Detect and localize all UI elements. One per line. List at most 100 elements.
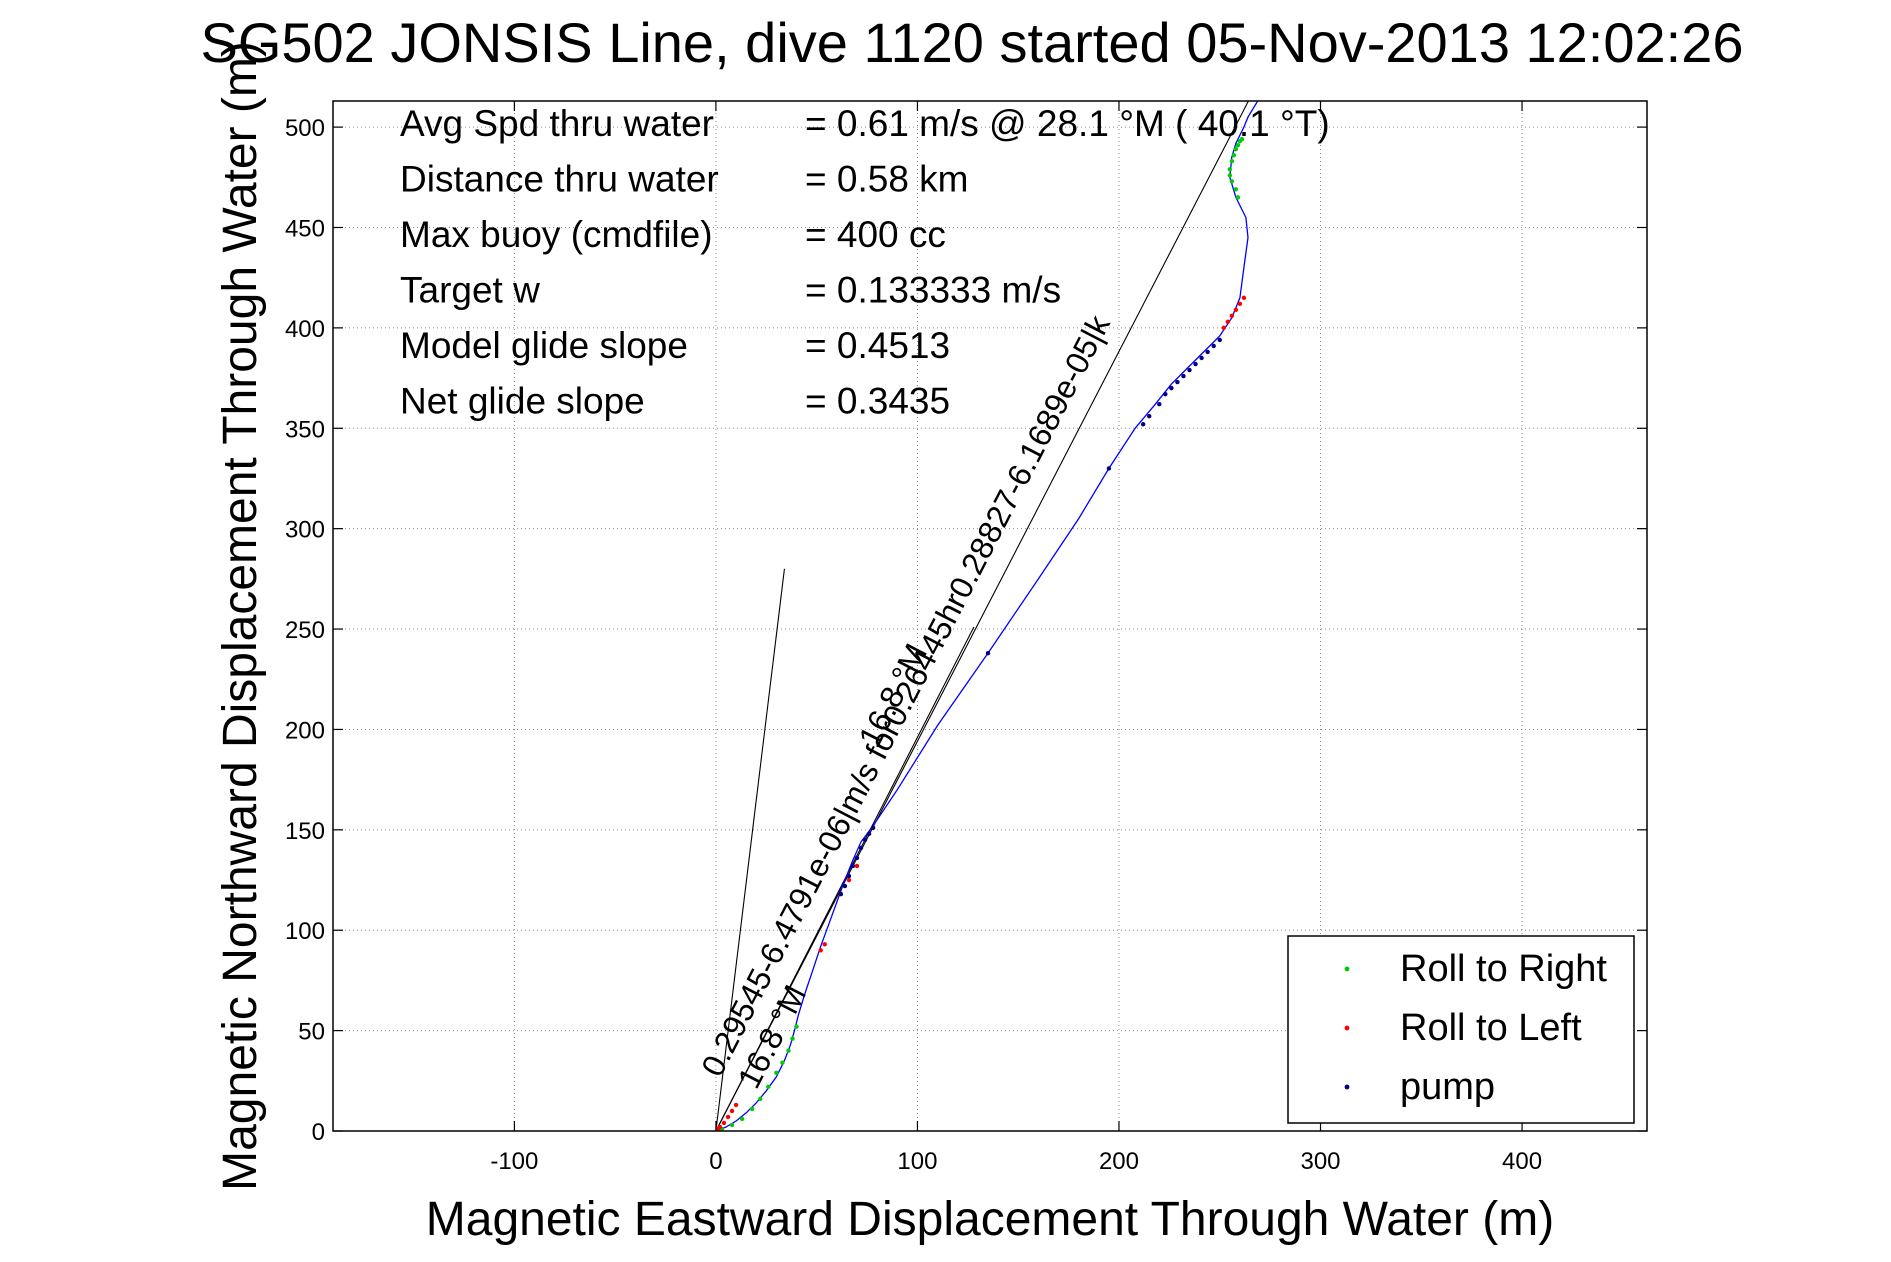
x-tick-label: 300: [1300, 1148, 1340, 1175]
point-roll-to-right: [1229, 179, 1235, 184]
y-tick-label: 50: [298, 1019, 325, 1046]
y-tick-label: 450: [285, 215, 325, 242]
point-roll-to-right: [790, 1036, 795, 1041]
point-roll-to-left: [846, 877, 852, 883]
stat-label: Avg Spd thru water: [400, 103, 714, 144]
y-tick-label: 500: [285, 115, 325, 142]
track-line: [715, 101, 1259, 1131]
chart-title: SG502 JONSIS Line, dive 1120 started 05-…: [200, 11, 1743, 74]
y-tick-label: 0: [312, 1119, 325, 1146]
point-roll-to-right: [749, 1106, 755, 1112]
point-roll-to-right: [758, 1096, 763, 1102]
point-pump: [1211, 343, 1216, 349]
point-roll-to-right: [1239, 136, 1245, 142]
stat-label: Model glide slope: [400, 325, 688, 366]
y-axis: 0 50 100 150 200 250 300 350 400 450 500: [285, 115, 1647, 1146]
point-roll-to-left: [733, 1102, 739, 1108]
point-roll-to-left: [1241, 295, 1247, 300]
stat-label: Target w: [400, 270, 540, 311]
point-roll-to-left: [854, 863, 860, 869]
annotations: Avg Spd thru water = 0.61 m/s @ 28.1 °M (…: [400, 103, 1330, 422]
point-roll-to-right: [729, 1122, 735, 1128]
point-pump: [1140, 422, 1146, 427]
point-roll-to-left: [1221, 325, 1226, 331]
stat-value: = 0.58 km: [805, 159, 969, 200]
point-pump: [985, 650, 991, 656]
stat-label: Max buoy (cmdfile): [400, 214, 713, 255]
legend-marker-pump: [1344, 1084, 1350, 1090]
legend-marker-roll-to-left: [1344, 1025, 1350, 1031]
point-roll-to-right: [1229, 159, 1235, 164]
point-pump: [858, 845, 864, 851]
stat-value: = 400 cc: [805, 214, 946, 255]
point-pump: [1187, 367, 1192, 373]
point-pump: [1193, 361, 1198, 367]
x-axis: -100 0 100 200 300 400: [490, 101, 1542, 1175]
stat-value: = 0.133333 m/s: [805, 270, 1061, 311]
heading-line: [715, 568, 785, 1131]
point-pump: [838, 891, 844, 897]
point-pump: [1157, 401, 1162, 407]
point-roll-to-right: [1235, 142, 1241, 148]
y-tick-label: 150: [285, 818, 325, 845]
point-pump: [850, 863, 856, 869]
point-pump: [862, 837, 868, 843]
y-tick-label: 200: [285, 717, 325, 744]
point-roll-to-right: [766, 1084, 771, 1090]
y-tick-label: 100: [285, 918, 325, 945]
y-tick-label: 300: [285, 517, 325, 544]
x-tick-label: 0: [709, 1148, 722, 1175]
point-roll-to-right: [1227, 173, 1233, 178]
x-tick-label: -100: [490, 1148, 538, 1175]
x-tick-label: 200: [1099, 1148, 1139, 1175]
point-roll-to-left: [818, 948, 823, 953]
point-pump: [854, 855, 860, 861]
point-pump: [866, 831, 872, 837]
point-roll-to-right: [1233, 146, 1239, 152]
legend-label-roll-to-left: Roll to Left: [1400, 1007, 1582, 1049]
x-axis-label: Magnetic Eastward Displacement Through W…: [426, 1193, 1554, 1246]
x-tick-label: 400: [1502, 1148, 1542, 1175]
track-layer: [715, 101, 1259, 1131]
point-pump: [1217, 337, 1222, 343]
point-roll-to-right: [1235, 195, 1241, 200]
point-pump: [846, 873, 852, 879]
point-pump: [842, 883, 848, 889]
point-roll-to-right: [1231, 153, 1237, 158]
point-pump: [1181, 373, 1186, 379]
point-pump: [1163, 391, 1168, 397]
legend-label-pump: pump: [1400, 1066, 1495, 1108]
point-roll-to-left: [1229, 313, 1235, 319]
point-roll-to-left: [717, 1124, 723, 1130]
point-roll-to-left: [729, 1108, 735, 1114]
point-roll-to-left: [1233, 307, 1239, 313]
point-roll-to-right: [1233, 187, 1239, 192]
point-pump: [1106, 466, 1112, 471]
y-axis-label: Magnetic Northward Displacement Through …: [214, 41, 267, 1191]
point-roll-to-right: [786, 1048, 791, 1053]
y-tick-label: 400: [285, 316, 325, 343]
point-pump: [1169, 385, 1174, 391]
stat-value: = 0.4513: [805, 325, 950, 366]
point-roll-to-right: [1227, 167, 1233, 172]
point-roll-to-left: [822, 942, 827, 947]
stat-value: = 0.61 m/s @ 28.1 °M ( 40.1 °T): [805, 103, 1330, 144]
stat-label: Distance thru water: [400, 159, 719, 200]
point-pump: [1175, 379, 1180, 385]
point-pump: [1205, 349, 1210, 355]
legend-label-roll-to-right: Roll to Right: [1400, 948, 1607, 990]
point-roll-to-right: [774, 1070, 779, 1075]
point-roll-to-left: [725, 1114, 731, 1120]
point-roll-to-right: [780, 1060, 785, 1065]
point-roll-to-left: [721, 1120, 727, 1126]
point-pump: [870, 825, 876, 831]
legend: Roll to Right Roll to Left pump: [1287, 935, 1635, 1124]
heading-line: [715, 101, 1250, 1131]
stat-label: Net glide slope: [400, 381, 645, 422]
legend-marker-roll-to-right: [1344, 966, 1350, 972]
y-tick-label: 250: [285, 617, 325, 644]
point-roll-to-left: [1225, 319, 1231, 325]
points-layer: [715, 136, 1247, 1132]
point-pump: [1147, 414, 1152, 419]
